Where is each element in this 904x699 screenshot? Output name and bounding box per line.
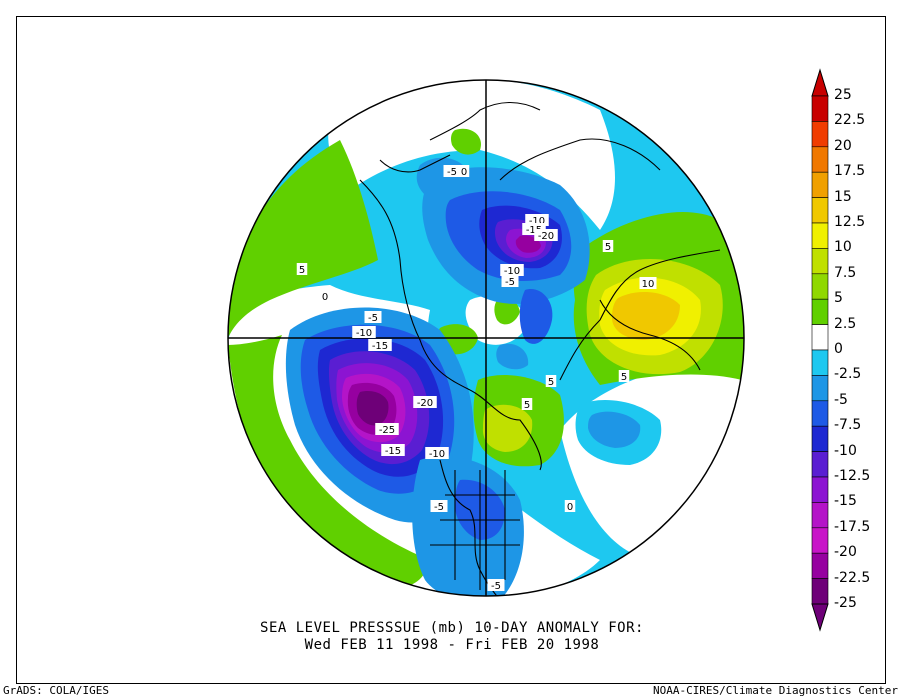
contour-labels: -5 0-10-15-20-10-5510550-5-10-15-20-25-15… (296, 165, 657, 592)
colorbar-label: 15 (834, 188, 852, 205)
contour-label-bg (296, 263, 308, 275)
colorbar-label: 0 (834, 341, 843, 357)
colorbar-label: 20 (834, 137, 852, 154)
contour-label: -10 (429, 449, 445, 460)
colorbar-swatch (811, 248, 829, 275)
colorbar-arrow-top (811, 68, 829, 97)
colorbar-swatch (811, 298, 829, 325)
anomaly-field (228, 80, 744, 596)
contour-label-bg (413, 396, 437, 408)
contour-label-bg (501, 275, 519, 287)
colorbar-label: 22.5 (834, 112, 866, 129)
colorbar-label: 17.5 (834, 163, 866, 180)
contour-label: -25 (379, 425, 395, 436)
colorbar-label: -25 (834, 595, 857, 611)
colorbar-swatch (811, 476, 829, 503)
contour-label: -5 (491, 581, 501, 592)
colorbar-swatch (811, 375, 829, 402)
contour-label: -20 (417, 398, 433, 409)
map-date-range: Wed FEB 11 1998 - Fri FEB 20 1998 (304, 637, 600, 653)
contour-label-bg (375, 423, 399, 435)
plot-frame (16, 16, 886, 684)
contour-label: 5 (605, 242, 611, 253)
colorbar-swatch (811, 552, 829, 579)
colorbar-label: 5 (834, 290, 843, 307)
map-title: SEA LEVEL PRESSSUE (mb) 10-DAY ANOMALY F… (260, 620, 644, 636)
contour-label: -5 (434, 502, 444, 513)
contour-label: 5 (299, 265, 305, 276)
colorbar-label: -5 (834, 391, 848, 408)
colorbar-swatch (811, 146, 829, 173)
contour-label-bg (364, 311, 382, 323)
colorbar-label: 25 (834, 87, 852, 103)
credit-right: NOAA-CIRES/Climate Diagnostics Center (652, 684, 898, 697)
colorbar-label: 10 (834, 239, 852, 256)
contour-label-bg (458, 165, 470, 177)
contour-label: -15 (385, 446, 401, 457)
colorbar-label: -22.5 (834, 569, 871, 586)
colorbar-swatch (811, 197, 829, 224)
contour-label-bg (425, 447, 449, 459)
contour-label: 0 (461, 167, 467, 178)
contour-label: -10 (504, 266, 520, 277)
colorbar-swatch (811, 502, 829, 529)
contour-label: -10 (529, 216, 545, 227)
colorbar-swatch (811, 425, 829, 452)
contour-label-bg (618, 370, 630, 382)
colorbar-label: -15 (834, 493, 857, 510)
colorbar-swatch (811, 527, 829, 554)
contour-label-bg (487, 579, 505, 591)
contour-label-bg (443, 165, 461, 177)
contour-label: 5 (548, 377, 554, 388)
contour-label: 0 (567, 502, 573, 513)
colorbar-label: 7.5 (834, 264, 857, 281)
contour-label-bg (381, 444, 405, 456)
contour-label: -5 (368, 313, 378, 324)
coastlines (359, 102, 721, 596)
colorbar-swatch (811, 349, 829, 376)
contour-label: -20 (538, 231, 554, 242)
colorbar-label: -17.5 (834, 518, 871, 535)
colorbar-arrow-bottom (811, 603, 829, 632)
contour-label: -5 (447, 167, 457, 178)
credit-left: GrADS: COLA/IGES (3, 684, 109, 697)
colorbar-swatch (811, 222, 829, 249)
contour-label: 0 (322, 292, 328, 303)
colorbar-label: 12.5 (834, 214, 866, 230)
colorbar-label: -10 (834, 442, 857, 459)
colorbar-label: 2.5 (834, 315, 857, 332)
colorbar-label: -7.5 (834, 417, 862, 434)
contour-label: 5 (621, 372, 627, 383)
contour-label-bg (602, 240, 614, 252)
contour-label-bg (500, 264, 524, 276)
contour-label-bg (319, 290, 331, 302)
contour-label-bg (368, 339, 392, 351)
colorbar-swatch (811, 324, 829, 351)
contour-label-bg (545, 375, 557, 387)
colorbar-swatch (811, 578, 829, 605)
colorbar-swatch (811, 121, 829, 148)
contour-label: -5 (505, 277, 515, 288)
contour-label: -15 (372, 341, 388, 352)
contour-label: -10 (356, 328, 372, 339)
contour-label-bg (564, 500, 576, 512)
contour-label: 5 (524, 400, 530, 411)
contour-label: 10 (642, 279, 655, 290)
colorbar-label: -2.5 (834, 366, 862, 383)
contour-label-bg (521, 398, 533, 410)
colorbar-swatch (811, 400, 829, 427)
colorbar (811, 68, 829, 632)
colorbar-swatch (811, 451, 829, 478)
contour-label-bg (534, 229, 558, 241)
colorbar-swatch (811, 171, 829, 198)
colorbar-label: -20 (834, 544, 857, 561)
contour-label-bg (639, 277, 657, 289)
colorbar-swatch (811, 273, 829, 300)
contour-label-bg (430, 500, 448, 512)
contour-label: -15 (526, 225, 542, 236)
contour-label-bg (352, 326, 376, 338)
colorbar-swatch (811, 95, 829, 122)
colorbar-label: -12.5 (834, 468, 871, 484)
